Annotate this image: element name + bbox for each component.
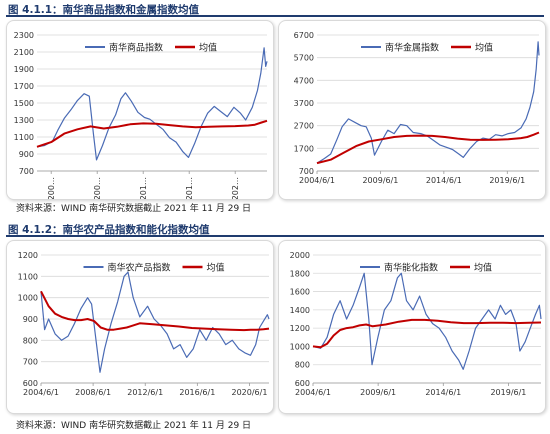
commodity-ytick-label: 2100	[14, 48, 34, 57]
energy_chem-legend-label-index: 南华能化指数	[384, 262, 438, 274]
agri-ytick-label: 900	[23, 315, 38, 324]
agri-ytick-label: 1100	[18, 272, 38, 281]
commodity-series-index-line	[36, 47, 268, 161]
metals-xtick-label: 2004/6/1	[299, 176, 335, 185]
commodity-series-mean-line	[36, 119, 268, 148]
figure-1-source: 资料来源：WIND 南华研究数据截止 2021 年 11 月 29 日	[16, 204, 252, 214]
commodity-ytick-label: 1500	[14, 99, 34, 108]
energy_chem-ytick-label: 1000	[290, 342, 310, 351]
commodity-index-chart: 700 900 1100 1300 1500 1700 1900 2100 2300 200… 20…	[14, 31, 268, 199]
agri-xtick-label: 2012/6/1	[127, 388, 163, 397]
agri-series-index-line	[40, 271, 270, 373]
commodity-ytick-label: 1100	[14, 133, 34, 142]
metals-index-chart: 700 1700 2700 3700 4700 5700 6700 2004/6/1 2009/…	[294, 31, 540, 185]
energy_chem-xtick-label: 2004/6/1	[295, 388, 331, 397]
commodity-legend-label-mean: 均值	[199, 42, 217, 54]
commodity-xtick-label: 202…	[231, 177, 240, 199]
metals-ytick-label: 2700	[294, 122, 314, 131]
chart-panel-commodity: 700 900 1100 1300 1500 1700 1900 2100 2300 200… 20…	[6, 20, 274, 200]
commodity-legend-label-index: 南华商品指数	[109, 42, 163, 54]
agri-legend-label-index: 南华农产品指数	[108, 262, 171, 274]
energy-chem-index-chart: 600 800 1000 1200 1400 1600 1800 2000 2004/6/1 20…	[290, 251, 542, 397]
energy_chem-ytick-label: 1200	[290, 324, 310, 333]
energy_chem-ytick-label: 1800	[290, 269, 310, 278]
energy_chem-series-mean-line	[312, 318, 542, 349]
energy_chem-ytick-label: 800	[295, 361, 310, 370]
metals-series-mean-line	[316, 131, 540, 165]
metals-ytick-label: 3700	[294, 99, 314, 108]
energy_chem-ytick-label: 1400	[290, 306, 310, 315]
energy_chem-ytick-label: 600	[295, 379, 310, 388]
commodity-ytick-label: 900	[19, 150, 34, 159]
agri-xtick-label: 2016/6/1	[179, 388, 215, 397]
agri-ytick-label: 1200	[18, 251, 38, 260]
metals-xtick-label: 2019/6/1	[489, 176, 525, 185]
metals-xtick-label: 2014/6/1	[426, 176, 462, 185]
metals-legend-label-index: 南华金属指数	[385, 42, 439, 54]
energy_chem-legend-label-mean: 均值	[474, 262, 492, 274]
metals-ytick-label: 4700	[294, 76, 314, 85]
energy_chem-xtick-label: 2019/6/1	[490, 388, 526, 397]
agri-ytick-label: 600	[23, 379, 38, 388]
metals-series-index-line	[316, 41, 540, 164]
commodity-ytick-label: 1300	[14, 116, 34, 125]
energy_chem-xtick-label: 2014/6/1	[425, 388, 461, 397]
figure-1-title: 图 4.1.1：南华商品指数和金属指数均值	[8, 4, 200, 16]
agri-index-chart: 600 700 800 900 1000 1100 1200 2004/6/1 2008/6/1…	[18, 251, 270, 397]
agri-ytick-label: 800	[23, 336, 38, 345]
agri-series-mean-line	[40, 290, 270, 332]
chart-panel-agri: 600 700 800 900 1000 1100 1200 2004/6/1 2008/6/1…	[6, 240, 274, 414]
metals-legend-label-mean: 均值	[475, 42, 493, 54]
commodity-xtick-label: 201…	[139, 177, 148, 199]
commodity-ytick-label: 1700	[14, 82, 34, 91]
metals-ytick-label: 1700	[294, 144, 314, 153]
energy_chem-xtick-label: 2009/6/1	[360, 388, 396, 397]
metals-ytick-label: 700	[299, 167, 314, 176]
agri-xtick-label: 2020/6/1	[231, 388, 267, 397]
energy_chem-ytick-label: 1600	[290, 288, 310, 297]
chart-panel-metals: 700 1700 2700 3700 4700 5700 6700 2004/6/1 2009/…	[278, 20, 546, 200]
commodity-xtick-label: 201…	[185, 177, 194, 199]
agri-ytick-label: 1000	[18, 294, 38, 303]
figure-2-title-rule	[6, 235, 544, 237]
figure-2-title: 图 4.1.2：南华农产品指数和能化指数均值	[8, 224, 210, 236]
agri-ytick-label: 700	[23, 358, 38, 367]
metals-xtick-label: 2009/6/1	[362, 176, 398, 185]
commodity-ytick-label: 700	[19, 167, 34, 176]
energy_chem-series-index-line	[312, 272, 542, 370]
metals-ytick-label: 6700	[294, 31, 314, 40]
energy_chem-ytick-label: 2000	[290, 251, 310, 260]
commodity-xtick-label: 200…	[47, 177, 56, 199]
agri-legend-label-mean: 均值	[207, 262, 225, 274]
agri-xtick-label: 2004/6/1	[23, 388, 59, 397]
commodity-ytick-label: 2300	[14, 31, 34, 40]
commodity-xtick-label: 200…	[93, 177, 102, 199]
figure-2-source: 资料来源：WIND 南华研究数据截止 2021 年 11 月 29 日	[16, 421, 252, 431]
metals-ytick-label: 5700	[294, 54, 314, 63]
agri-xtick-label: 2008/6/1	[75, 388, 111, 397]
figure-1-title-rule	[6, 15, 544, 17]
commodity-ytick-label: 1900	[14, 65, 34, 74]
chart-panel-energy-chem: 600 800 1000 1200 1400 1600 1800 2000 2004/6/1 20…	[278, 240, 546, 414]
